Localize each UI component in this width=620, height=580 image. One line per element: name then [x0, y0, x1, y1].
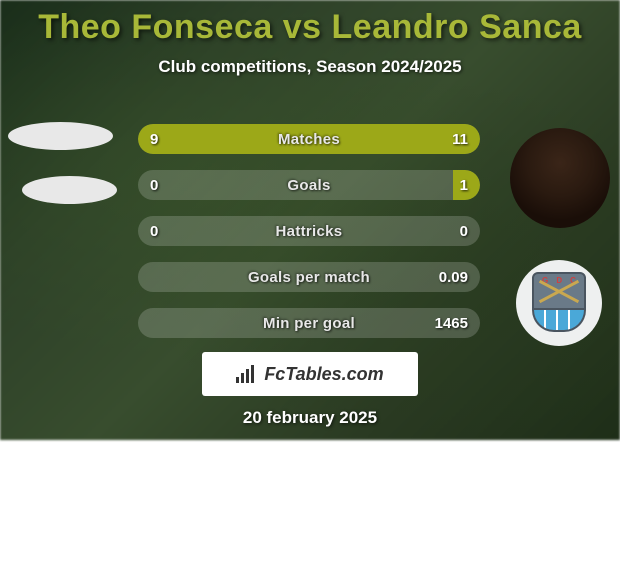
brand-text: FcTables.com	[264, 364, 383, 385]
placeholder-ellipse-1	[8, 122, 113, 150]
brand-chart-icon	[236, 365, 258, 383]
stat-label: Min per goal	[138, 308, 480, 338]
player-right-avatar	[510, 128, 610, 228]
stat-value-right: 0	[460, 216, 468, 246]
stat-row: Goals0 1	[138, 170, 480, 200]
page-title: Theo Fonseca vs Leandro Sanca	[0, 0, 620, 47]
stat-row: Hattricks0 0	[138, 216, 480, 246]
club-shield: G D C	[532, 272, 586, 334]
stat-value-left: 0	[150, 170, 158, 200]
stat-value-right: 1465	[435, 308, 468, 338]
stat-value-right: 1	[460, 170, 468, 200]
stat-row: Goals per match0.09	[138, 262, 480, 292]
shield-waves	[532, 310, 586, 332]
stat-value-left: 9	[150, 124, 158, 154]
content-layer: Theo Fonseca vs Leandro Sanca Club compe…	[0, 0, 620, 440]
stat-label: Hattricks	[138, 216, 480, 246]
stat-value-left: 0	[150, 216, 158, 246]
shield-letter: D	[556, 276, 562, 285]
stat-value-right: 0.09	[439, 262, 468, 292]
stat-label: Goals per match	[138, 262, 480, 292]
avatar-face	[510, 128, 610, 228]
brand-logo-box: FcTables.com	[202, 352, 418, 396]
stat-bars: Matches911Goals01Hattricks00Goals per ma…	[138, 124, 480, 354]
stat-value-right: 11	[452, 124, 468, 154]
below-whitespace	[0, 440, 620, 580]
club-badge-right: G D C	[516, 260, 602, 346]
date-text: 20 february 2025	[0, 408, 620, 428]
stat-label: Matches	[138, 124, 480, 154]
stat-label: Goals	[138, 170, 480, 200]
comparison-card: Theo Fonseca vs Leandro Sanca Club compe…	[0, 0, 620, 440]
subtitle: Club competitions, Season 2024/2025	[0, 57, 620, 77]
stat-row: Matches9 11	[138, 124, 480, 154]
shield-upper: G D C	[532, 272, 586, 310]
stat-row: Min per goal1465	[138, 308, 480, 338]
placeholder-ellipse-2	[22, 176, 117, 204]
